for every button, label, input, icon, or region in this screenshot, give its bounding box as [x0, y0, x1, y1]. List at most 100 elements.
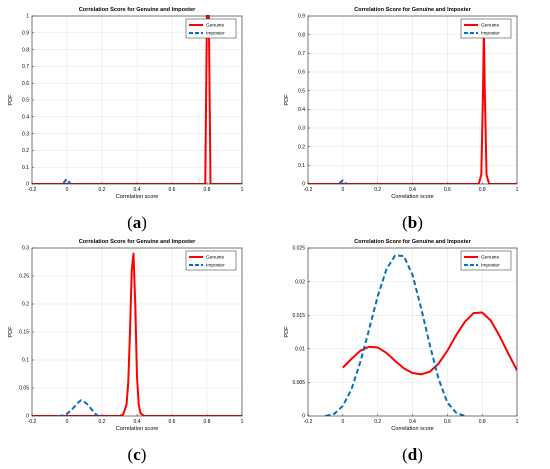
legend-label: Imposter [206, 31, 225, 37]
y-tick-label: 0.7 [22, 64, 29, 70]
x-tick-label: 0.8 [479, 187, 486, 193]
chart-title: Correlation Score for Genuine and Impost… [354, 7, 471, 13]
axes-box [31, 15, 243, 185]
x-tick-label: 0 [66, 187, 69, 193]
y-tick-label: 0.25 [19, 274, 29, 280]
x-tick-label: 0.2 [374, 187, 381, 193]
y-tick-label: 0.8 [22, 47, 29, 53]
y-tick-label: 0.9 [22, 31, 29, 37]
y-tick-label: 0.3 [22, 246, 29, 252]
y-tick-label: 0 [302, 414, 305, 420]
legend-label: Genuine [481, 255, 499, 261]
x-tick-label: 1 [241, 187, 244, 193]
y-tick-label: 0.005 [292, 380, 305, 386]
x-tick-label: 0.2 [374, 419, 381, 425]
x-tick-label: 0.6 [169, 187, 176, 193]
y-tick-label: 0.3 [298, 126, 305, 132]
x-tick-label: 1 [516, 419, 519, 425]
chart-title: Correlation Score for Genuine and Impost… [79, 239, 196, 245]
x-tick-label: 0 [341, 419, 344, 425]
y-tick-label: 0.015 [292, 313, 305, 319]
y-axis-label: PDF [284, 94, 290, 106]
x-tick-label: 0.2 [99, 187, 106, 193]
y-axis-label: PDF [8, 94, 14, 106]
legend-label: Genuine [206, 23, 224, 29]
y-tick-label: 0.15 [19, 330, 29, 336]
legend: Genuine Imposter [460, 250, 512, 271]
x-tick-label: -0.2 [304, 187, 313, 193]
x-tick-label: 0.6 [444, 187, 451, 193]
x-tick-label: 0.4 [409, 187, 416, 193]
x-tick-label: -0.2 [304, 419, 313, 425]
y-tick-label: 1 [26, 14, 29, 20]
series-line-imposter [58, 399, 100, 416]
series-line-imposter [338, 179, 347, 184]
chart-panel-b: -0.2 0 0.2 0.4 0.6 0.8 100.10.20.30.40.50.60.7… [284, 7, 519, 232]
panel-caption: (b) [402, 213, 423, 232]
caption-open-paren: ( [402, 213, 408, 232]
x-tick-label: 0.4 [134, 187, 141, 193]
series-line-genuine [342, 311, 517, 376]
x-tick-label: 0.8 [204, 187, 211, 193]
x-tick-label: 0 [66, 419, 69, 425]
y-tick-label: 0.8 [298, 32, 305, 38]
y-tick-label: 0.025 [292, 246, 305, 252]
legend-label: Genuine [206, 255, 224, 261]
series-line-genuine [32, 252, 242, 416]
y-tick-label: 0.5 [22, 98, 29, 104]
caption-open-paren: ( [127, 213, 133, 232]
x-tick-label: 0.8 [204, 419, 211, 425]
y-tick-label: 0.05 [19, 386, 29, 392]
y-tick-label: 0.1 [22, 165, 29, 171]
y-tick-label: 0.7 [298, 51, 305, 57]
legend: Genuine Imposter [185, 250, 237, 271]
caption-close-paren: ) [141, 445, 147, 464]
series-line-genuine [32, 15, 242, 184]
y-tick-label: 0.9 [298, 14, 305, 20]
legend-label: Imposter [481, 31, 500, 37]
chart-panel-c: -0.2 0 0.2 0.4 0.6 0.8 100.050.10.150.20.250.3… [8, 239, 244, 464]
chart-title: Correlation Score for Genuine and Impost… [79, 7, 196, 13]
legend-label: Genuine [481, 23, 499, 29]
y-tick-label: 0.02 [295, 279, 305, 285]
y-tick-label: 0.4 [22, 115, 29, 121]
y-tick-label: 0 [26, 182, 29, 188]
panel-caption: (a) [127, 213, 147, 232]
caption-letter: a [133, 213, 142, 232]
legend: Genuine Imposter [185, 18, 237, 39]
x-tick-label: 0.6 [169, 419, 176, 425]
y-tick-label: 0.4 [298, 107, 305, 113]
x-tick-label: 0.4 [409, 419, 416, 425]
legend-label: Imposter [481, 263, 500, 269]
panel-caption: (d) [402, 445, 423, 464]
legend-label: Imposter [206, 263, 225, 269]
chart-title: Correlation Score for Genuine and Impost… [354, 239, 471, 245]
y-tick-label: 0.2 [22, 148, 29, 154]
y-axis-label: PDF [8, 326, 14, 338]
y-tick-label: 0.5 [298, 88, 305, 94]
caption-close-paren: ) [141, 213, 147, 232]
x-tick-label: 1 [516, 187, 519, 193]
caption-open-paren: ( [402, 445, 408, 464]
caption-close-paren: ) [417, 213, 423, 232]
y-axis-label: PDF [284, 326, 290, 338]
x-tick-label: 1 [241, 419, 244, 425]
series-line-imposter [62, 177, 72, 184]
panel-caption: (c) [128, 445, 147, 464]
x-tick-label: 0.2 [99, 419, 106, 425]
series-line-genuine [308, 31, 517, 184]
y-tick-label: 0.6 [22, 81, 29, 87]
x-tick-label: 0.8 [479, 419, 486, 425]
caption-close-paren: ) [417, 445, 423, 464]
x-tick-label: 0.4 [134, 419, 141, 425]
series-line-imposter [325, 254, 466, 416]
caption-letter: c [133, 445, 141, 464]
y-tick-label: 0 [302, 182, 305, 188]
axes-box [307, 247, 518, 417]
caption-open-paren: ( [128, 445, 134, 464]
chart-panel-a: -0.2 0 0.2 0.4 0.6 0.8 100.10.20.30.40.50.60.7… [8, 7, 244, 232]
y-tick-label: 0.1 [298, 163, 305, 169]
axes-box [31, 247, 243, 417]
x-tick-label: 0.6 [444, 419, 451, 425]
